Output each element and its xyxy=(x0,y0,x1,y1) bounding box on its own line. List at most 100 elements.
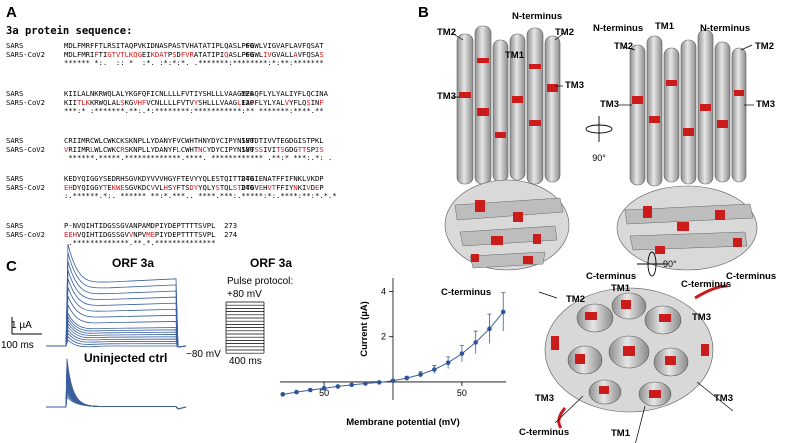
mutated-residue: E xyxy=(150,229,155,239)
sequence-name: SARS xyxy=(6,41,24,50)
mutated-residue: H xyxy=(68,182,73,192)
mutated-residue: V xyxy=(267,182,272,192)
sequence-name: SARS-CoV2 xyxy=(6,144,45,154)
mutated-residue: W xyxy=(115,182,121,192)
sequence-residues: KIILALNKRWQLALYKGFQFICNLLLLFVTIYSHLLLVAA… xyxy=(64,89,328,98)
mutated-residue: G xyxy=(137,49,142,59)
iv-data-point xyxy=(418,372,423,377)
mutated-residue: L xyxy=(81,97,86,107)
iv-data-point xyxy=(390,378,396,384)
mutated-residue: V xyxy=(306,182,311,192)
mutated-residue: T xyxy=(302,144,307,154)
label-c-terminus-3: C-terminus xyxy=(726,271,777,282)
label-tm1-2: TM1 xyxy=(655,21,674,32)
current-scale-label: 1 µA xyxy=(11,320,32,331)
mutated-residue: V xyxy=(128,229,134,239)
pulse-protocol-label: Pulse protocol: xyxy=(227,276,294,287)
sequence-name: SARS xyxy=(6,89,24,98)
mutated-residue: S xyxy=(172,49,177,59)
iv-data-point xyxy=(445,360,451,366)
sequence-block: SARS P-NVQIHTIDGSSGVANPAMDPIYDEPTTTTSVPL … xyxy=(6,221,254,248)
structure-top-view xyxy=(544,284,728,429)
orf3a-trace-title: ORF 3a xyxy=(112,256,155,270)
mutated-residue: S xyxy=(232,182,238,192)
mutated-residue: A xyxy=(159,49,164,59)
mutated-residue: H xyxy=(163,182,168,192)
iv-data-point xyxy=(432,367,437,372)
mutated-residue: T xyxy=(76,97,82,107)
mutated-residue: D xyxy=(189,182,194,192)
consensus-row: .*************.**.*.************** xyxy=(6,239,254,248)
uninjected-trace-title: Uninjected ctrl xyxy=(84,351,168,365)
mutated-residue: P xyxy=(250,97,255,107)
sequence-position: 240 xyxy=(241,182,254,192)
current-trace xyxy=(46,312,187,348)
structure-side-view-1 xyxy=(444,25,570,271)
iv-data-point xyxy=(459,351,465,356)
iv-data-point xyxy=(473,340,478,345)
label-tm3-2: TM3 xyxy=(565,80,584,91)
sequence-residues: P-NVQIHTIDGSSGVANPAMDPIYDEPTTTTSVPL 273 xyxy=(64,221,238,230)
label-tm3-5: TM3 xyxy=(692,312,711,323)
mutated-residue: M xyxy=(146,229,151,239)
label-tm3-4: TM3 xyxy=(756,99,775,110)
iv-data-point xyxy=(376,380,382,385)
mutated-residue: L xyxy=(89,144,95,154)
sequence-position: 120 xyxy=(241,97,254,107)
mutated-residue: N xyxy=(293,182,298,192)
sequence-position: 120 xyxy=(241,89,254,98)
iv-data-series xyxy=(280,292,506,397)
mutated-residue: T xyxy=(120,49,125,59)
rotation-label-1: 90° xyxy=(592,153,606,163)
mutated-residue: K xyxy=(150,49,155,59)
iv-data-point xyxy=(363,381,368,386)
mutated-residue: G xyxy=(107,49,112,59)
mutated-residue: S xyxy=(258,144,264,154)
mutated-residue: V xyxy=(150,182,155,192)
mutated-residue: F xyxy=(319,97,324,107)
iv-x-tick-label: 50 xyxy=(319,388,329,398)
label-c-terminus-2: C-terminus xyxy=(586,271,637,282)
sequence-name: SARS-CoV2 xyxy=(6,229,45,239)
label-c-terminus-4: C-terminus xyxy=(681,279,732,290)
mutated-residue: T xyxy=(297,144,303,154)
mutated-residue: F xyxy=(141,97,147,107)
mutated-residue: E xyxy=(315,182,320,192)
label-n-terminus-3: N-terminus xyxy=(700,23,751,34)
label-tm3-3: TM3 xyxy=(600,99,619,110)
mutated-residue: S xyxy=(215,182,220,192)
iv-data-point xyxy=(280,392,286,397)
mutated-residue: T xyxy=(163,49,168,59)
mutated-residue: E xyxy=(64,182,69,192)
iv-chart-title: ORF 3a xyxy=(250,256,293,270)
mutated-residue: T xyxy=(102,182,108,192)
mutated-residue: K xyxy=(128,49,134,59)
label-tm2-1: TM2 xyxy=(437,27,456,38)
sequence-title: 3a protein sequence: xyxy=(6,25,133,37)
mutated-residue: V xyxy=(267,49,272,59)
sequence-residues: CRIIMRCWLCWKCKSKNPLLYDANYFVCWHTHNYDYCIPY… xyxy=(64,136,324,145)
sequence-name: SARS xyxy=(6,174,24,183)
mutated-residue: V xyxy=(64,144,69,154)
iv-data-point xyxy=(500,309,506,315)
panel-label-c: C xyxy=(6,258,17,275)
panel-label-b: B xyxy=(418,4,429,21)
iv-data-point xyxy=(335,384,341,389)
mutated-residue: R xyxy=(189,49,194,59)
mutated-residue: V xyxy=(284,97,290,107)
mutated-residue: S xyxy=(120,97,125,107)
label-tm2-5: TM2 xyxy=(566,294,585,305)
sequence-position: 60 xyxy=(245,41,254,50)
sequence-position: 60 xyxy=(245,49,254,59)
current-trace xyxy=(46,332,187,348)
iv-data-point xyxy=(321,385,327,391)
iv-data-point xyxy=(349,382,354,388)
mutated-residue: S xyxy=(319,49,324,59)
mutated-residue: V xyxy=(185,49,190,59)
mutated-residue: K xyxy=(111,182,116,192)
panel-label-a: A xyxy=(6,4,17,21)
mutated-residue: T xyxy=(111,49,116,59)
current-trace xyxy=(46,358,187,410)
pulse-duration-label: 400 ms xyxy=(229,356,262,367)
label-tm1-4: TM1 xyxy=(611,428,630,439)
